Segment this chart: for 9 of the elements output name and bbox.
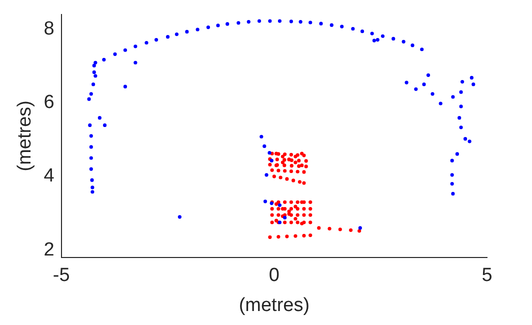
y-tick-label: 6: [44, 92, 54, 113]
y-axis-title: (metres): [14, 100, 36, 172]
x-tick-label: -5: [52, 265, 70, 286]
y-tick-label: 4: [44, 166, 55, 187]
x-tick-label: 5: [482, 265, 492, 286]
y-tick-label: 8: [44, 18, 54, 40]
y-tick-label: 2: [44, 239, 54, 260]
x-tick-label: 0: [268, 265, 280, 286]
x-axis-title: (metres): [238, 294, 310, 316]
